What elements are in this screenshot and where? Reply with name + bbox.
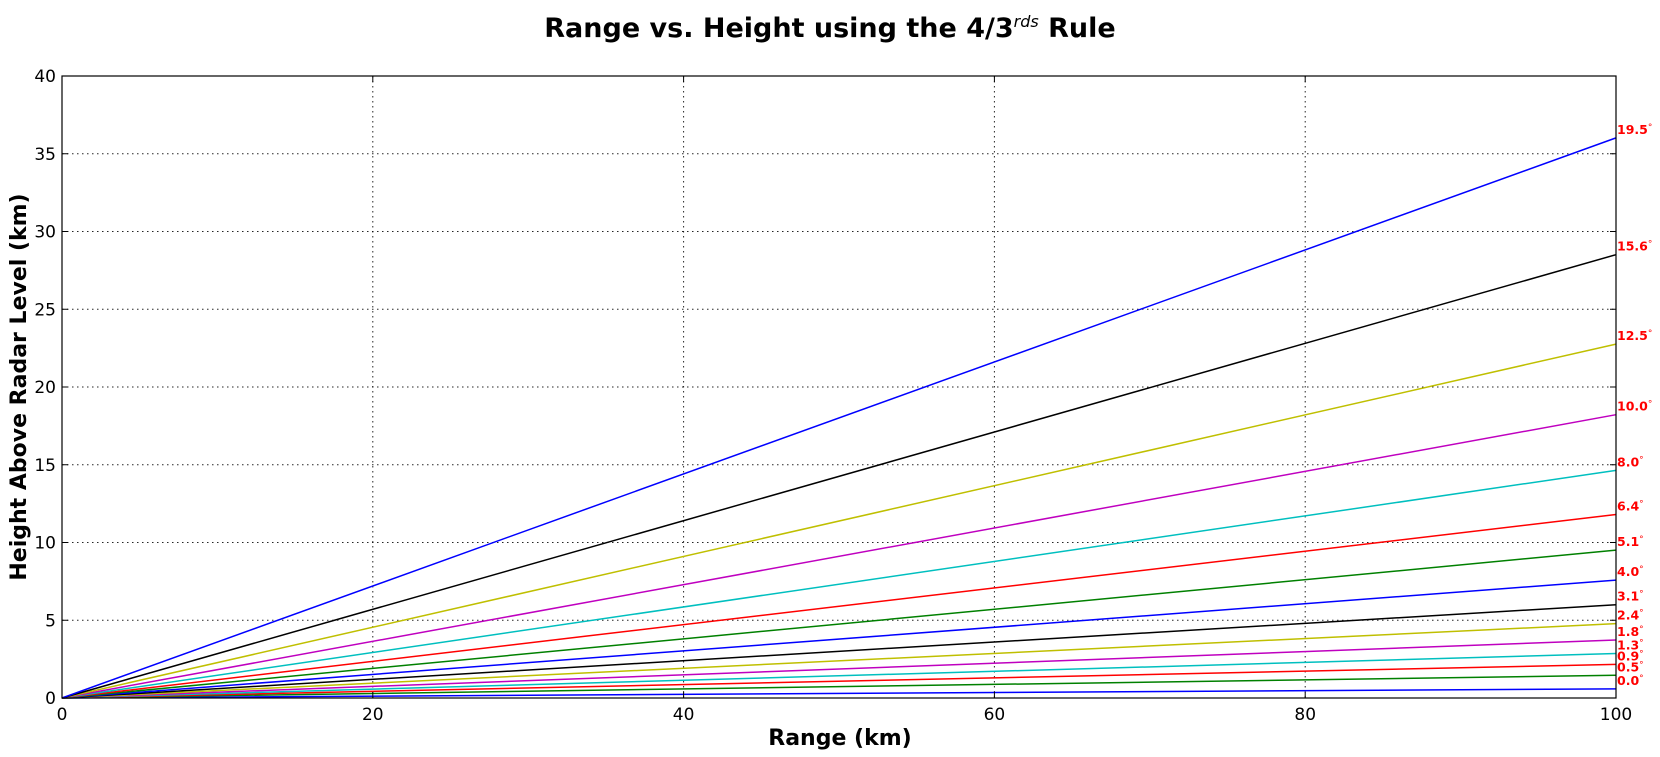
series-line-8-0-deg: [61, 469, 1617, 699]
axis-ticks: 0 20 40 60 80 100 0 5 10 15 20 25 30 35 40: [34, 67, 1632, 725]
y-tick-label: 35: [34, 145, 56, 165]
elevation-label-5-1-deg: 5.1°: [1617, 534, 1644, 549]
chart-title-superscript: rds: [1014, 12, 1039, 31]
elevation-label-1-8-deg: 1.8°: [1617, 624, 1644, 639]
x-tick-label: 0: [57, 705, 68, 725]
elevation-label-1-3-deg: 1.3°: [1617, 638, 1644, 653]
elevation-label-6-4-deg: 6.4°: [1617, 499, 1644, 514]
series-line-0-9-deg: [61, 663, 1617, 699]
elevation-label-3-1-deg: 3.1°: [1617, 589, 1644, 604]
series-line-6-4-deg: [61, 513, 1617, 699]
x-tick-label: 20: [362, 705, 384, 725]
y-axis-title: Height Above Radar Level (km): [7, 193, 32, 580]
chart-title-end: Rule: [1039, 13, 1116, 44]
y-tick-label: 5: [45, 611, 56, 631]
series-line-0-5-deg: [61, 674, 1617, 699]
series-line-12-5-deg: [61, 343, 1617, 699]
y-tick-label: 15: [34, 456, 56, 476]
elevation-label-0-0-deg: 0.0°: [1617, 673, 1644, 688]
series-line-5-1-deg: [61, 549, 1617, 699]
y-tick-label: 20: [34, 378, 56, 398]
series-line-10-0-deg: [61, 413, 1617, 699]
chart-title-main: Range vs. Height using the 4/3: [544, 13, 1013, 44]
series-lines: [61, 137, 1617, 699]
series-line-19-5-deg: [61, 137, 1617, 699]
series-line-15-6-deg: [61, 253, 1617, 699]
elevation-label-15-6-deg: 15.6°: [1617, 239, 1652, 254]
series-line-3-1-deg: [61, 603, 1617, 699]
x-tick-label: 60: [984, 705, 1006, 725]
elevation-label-12-5-deg: 12.5°: [1617, 328, 1652, 343]
elevation-label-8-0-deg: 8.0°: [1617, 454, 1644, 469]
elevation-label-0-5-deg: 0.5°: [1617, 659, 1644, 674]
elevation-label-2-4-deg: 2.4°: [1617, 608, 1644, 623]
x-tick-label: 100: [1600, 705, 1632, 725]
series-line-1-3-deg: [61, 652, 1617, 699]
elevation-label-4-0-deg: 4.0°: [1617, 564, 1644, 579]
y-tick-label: 30: [34, 223, 56, 243]
elevation-labels: 0.0°0.5°0.9°1.3°1.8°2.4° 3.1° 4.0° 5.1° 6.4°…: [1617, 122, 1652, 688]
y-tick-label: 10: [34, 534, 56, 554]
series-line-0-0-deg: [61, 688, 1617, 699]
x-axis-title: Range (km): [768, 726, 911, 751]
chart-title: Range vs. Height using the 4/3rds Rule: [544, 12, 1115, 44]
elevation-label-10-0-deg: 10.0°: [1617, 399, 1652, 414]
series-line-2-4-deg: [61, 622, 1617, 699]
grid: [62, 76, 1616, 698]
series-line-4-0-deg: [61, 579, 1617, 699]
elevation-label-19-5-deg: 19.5°: [1617, 122, 1652, 137]
x-tick-label: 40: [673, 705, 695, 725]
x-tick-label: 80: [1294, 705, 1316, 725]
series-line-1-8-deg: [61, 639, 1617, 699]
y-tick-label: 25: [34, 300, 56, 320]
y-tick-label: 0: [45, 689, 56, 709]
elevation-label-0-9-deg: 0.9°: [1617, 648, 1644, 663]
y-tick-label: 40: [34, 67, 56, 87]
